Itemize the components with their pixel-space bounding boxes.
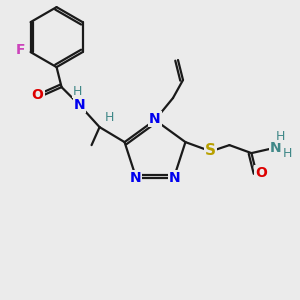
Text: H: H <box>105 111 114 124</box>
Text: N: N <box>149 112 161 126</box>
Text: O: O <box>256 166 267 180</box>
Text: H: H <box>283 147 292 160</box>
Text: H: H <box>73 85 82 98</box>
Text: O: O <box>32 88 44 102</box>
Text: N: N <box>169 171 181 185</box>
Text: H: H <box>276 130 285 142</box>
Text: F: F <box>16 43 25 57</box>
Text: S: S <box>205 142 216 158</box>
Text: N: N <box>270 141 281 155</box>
Text: N: N <box>74 98 85 112</box>
Text: N: N <box>129 171 141 185</box>
